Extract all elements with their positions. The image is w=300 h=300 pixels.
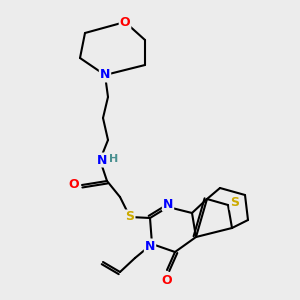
Text: N: N bbox=[145, 239, 155, 253]
Text: O: O bbox=[162, 274, 172, 286]
Text: O: O bbox=[120, 16, 130, 28]
Text: S: S bbox=[125, 211, 134, 224]
Text: O: O bbox=[69, 178, 79, 191]
Text: N: N bbox=[100, 68, 110, 82]
Text: N: N bbox=[163, 197, 173, 211]
Text: N: N bbox=[97, 154, 107, 166]
Text: H: H bbox=[110, 154, 118, 164]
Text: S: S bbox=[230, 196, 239, 209]
